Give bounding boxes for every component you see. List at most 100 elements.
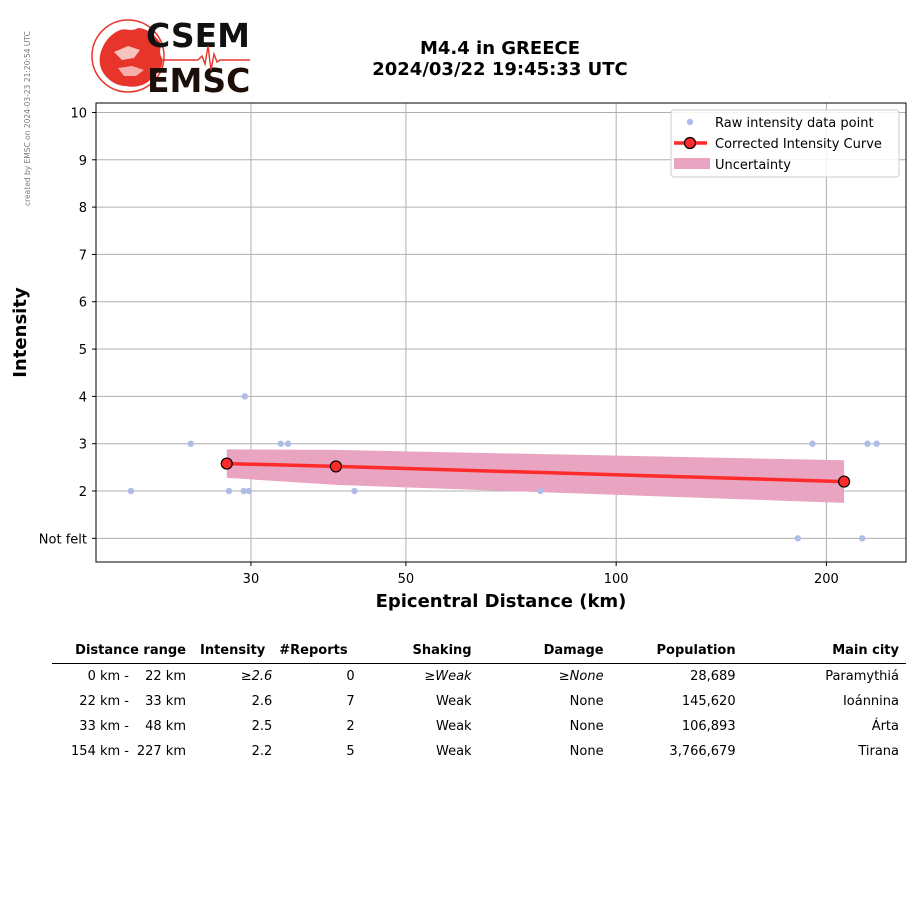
raw-data-point	[127, 487, 135, 495]
cell-distance-to: 22 km	[145, 669, 186, 684]
raw-data-point	[794, 535, 802, 542]
intensity-chart: 30 50 100 200 Not felt 2 3 4 5 6 7 8 9 10 Epicentral D…	[10, 102, 907, 612]
raw-data-point	[277, 440, 284, 447]
cell-intensity: ≥2.6	[240, 669, 273, 684]
cell-shaking: Weak	[436, 719, 472, 734]
legend-label-raw: Raw intensity data point	[715, 116, 874, 131]
header-main-city: Main city	[832, 643, 899, 658]
cell-intensity: 2.5	[251, 719, 273, 734]
chart-title-line-2: 2024/03/22 19:45:33 UTC	[372, 59, 628, 80]
header-population: Population	[656, 643, 736, 658]
raw-data-point	[873, 440, 880, 447]
cell-damage: None	[569, 719, 604, 734]
header-reports: #Reports	[279, 643, 348, 658]
intensity-summary-table: Distance range Intensity #Reports Shakin…	[52, 640, 906, 764]
cell-distance-from: 33 km -	[79, 719, 129, 734]
raw-data-point	[187, 440, 194, 447]
plot-frame	[95, 102, 907, 563]
y-tick-label: Not felt	[39, 532, 87, 547]
cell-shaking: Weak	[436, 694, 472, 709]
y-tick-label: 4	[79, 390, 87, 405]
legend-raw-marker	[686, 118, 694, 126]
map-detail	[118, 66, 144, 76]
chart-title-line-1: M4.4 in GREECE	[419, 38, 581, 59]
y-tick-label: 9	[79, 154, 87, 169]
cell-main-city: Árta	[871, 719, 899, 734]
x-tick-label: 50	[398, 572, 415, 587]
table-header-row: Distance range Intensity #Reports Shakin…	[52, 640, 906, 664]
y-tick-label: 3	[79, 438, 87, 453]
cell-distance-from: 154 km -	[71, 744, 129, 759]
cell-reports: 0	[346, 669, 355, 684]
y-tick-label: 8	[79, 201, 87, 216]
x-tick-label: 100	[604, 572, 629, 587]
raw-data-point	[537, 487, 544, 495]
cell-distance-from: 22 km -	[79, 694, 129, 709]
table-row: 33 km - 48 km 2.5 2 Weak None 106,893 Ár…	[52, 714, 906, 739]
cell-shaking: ≥Weak	[424, 669, 472, 684]
raw-data-point	[225, 487, 233, 495]
header-distance-range: Distance range	[75, 643, 186, 658]
x-tick-label: 200	[814, 572, 839, 587]
raw-data-point	[284, 440, 292, 447]
cell-main-city: Tirana	[858, 744, 899, 759]
cell-reports: 2	[346, 719, 355, 734]
logo-text-bottom: EMSC	[147, 61, 250, 100]
legend-band-swatch	[674, 158, 710, 169]
raw-data-point	[809, 440, 816, 447]
seismogram-line	[158, 45, 250, 71]
raw-data-point	[240, 487, 247, 495]
raw-data-point	[351, 487, 358, 495]
legend-box	[670, 109, 900, 178]
header-shaking: Shaking	[412, 643, 472, 658]
cell-damage: None	[569, 744, 604, 759]
legend-curve-marker	[683, 136, 697, 150]
cell-intensity: 2.2	[251, 744, 273, 759]
legend-label-curve: Corrected Intensity Curve	[715, 137, 882, 152]
raw-data-point	[864, 440, 871, 447]
cell-distance-to: 33 km	[145, 694, 186, 709]
creation-note: created by EMSC on 2024-03-23 21:20:54 U…	[23, 31, 32, 206]
cell-population: 106,893	[681, 719, 736, 734]
header-intensity: Intensity	[200, 643, 266, 658]
chart-title: M4.4 in GREECE 2024/03/22 19:45:33 UTC	[300, 38, 700, 80]
raw-data-point	[245, 487, 253, 495]
curve-marker	[837, 475, 851, 488]
cell-main-city: Ioánnina	[842, 694, 899, 709]
y-axis-label: Intensity	[10, 287, 31, 378]
logo-text-top: CSEM	[146, 16, 250, 55]
header-damage: Damage	[543, 643, 604, 658]
y-tick-label: 6	[79, 296, 87, 311]
creation-note-text: created by EMSC on 2024-03-23 21:20:54 U…	[23, 31, 32, 206]
y-tick-label: 7	[79, 248, 87, 263]
raw-data-point	[241, 393, 249, 400]
y-tick-label: 5	[79, 343, 87, 358]
cell-population: 28,689	[690, 669, 736, 684]
curve-marker	[329, 460, 343, 473]
legend-label-uncertainty: Uncertainty	[715, 158, 791, 173]
cell-population: 145,620	[681, 694, 736, 709]
cell-main-city: Paramythiá	[825, 669, 899, 684]
curve-marker	[220, 457, 233, 470]
cell-distance-to: 227 km	[136, 744, 186, 759]
map-detail	[114, 46, 140, 60]
cell-shaking: Weak	[436, 744, 472, 759]
table-row: 22 km - 33 km 2.6 7 Weak None 145,620 Io…	[52, 689, 906, 714]
table-row: 0 km - 22 km ≥2.6 0 ≥Weak ≥None 28,689 P…	[52, 664, 906, 690]
cell-damage: ≥None	[558, 669, 604, 684]
y-tick-label: 10	[70, 106, 87, 121]
cell-reports: 5	[346, 744, 355, 759]
cell-reports: 7	[346, 694, 355, 709]
cell-damage: None	[569, 694, 604, 709]
x-tick-label: 30	[243, 572, 260, 587]
cell-distance-from: 0 km -	[87, 669, 129, 684]
csem-emsc-logo: CSEM EMSC	[88, 16, 258, 100]
cell-intensity: 2.6	[251, 694, 273, 709]
table-row: 154 km - 227 km 2.2 5 Weak None 3,766,67…	[52, 739, 906, 764]
uncertainty-band	[226, 449, 845, 503]
cell-distance-to: 48 km	[145, 719, 186, 734]
cell-population: 3,766,679	[669, 744, 736, 759]
y-tick-label: 2	[79, 485, 87, 500]
x-axis-label: Epicentral Distance (km)	[376, 591, 627, 612]
raw-data-point	[858, 535, 866, 542]
